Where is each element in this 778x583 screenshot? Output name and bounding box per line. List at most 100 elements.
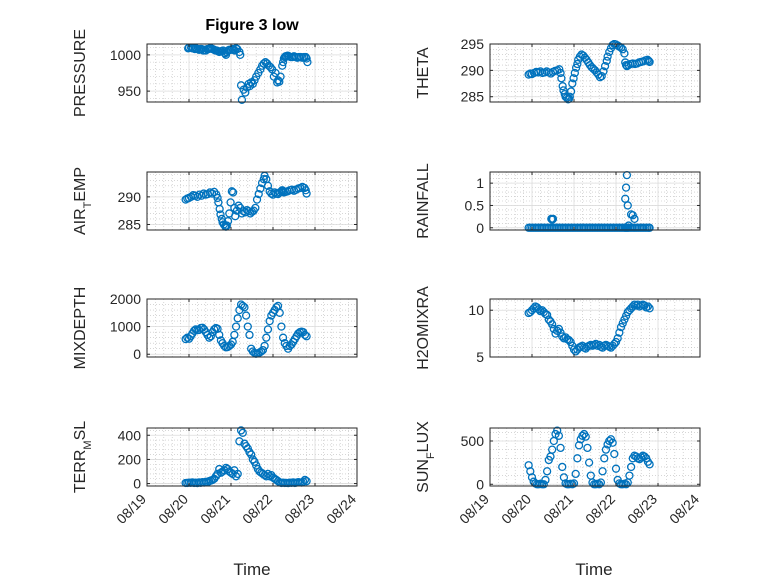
data-point bbox=[299, 477, 308, 486]
data-point bbox=[645, 57, 654, 67]
data-point bbox=[597, 72, 606, 81]
data-point bbox=[599, 67, 608, 76]
data-point bbox=[584, 458, 594, 467]
data-point bbox=[231, 322, 241, 331]
data-point bbox=[578, 431, 587, 440]
y-tick-label: 1 bbox=[476, 175, 484, 191]
ylabel-subscript: T bbox=[82, 201, 94, 208]
data-point bbox=[566, 87, 576, 96]
data-point bbox=[206, 332, 215, 341]
data-point bbox=[215, 330, 224, 340]
data-point bbox=[581, 432, 590, 441]
y-tick-label: 0 bbox=[476, 476, 484, 492]
ylabel-subscript: M bbox=[82, 440, 94, 449]
subplot-theta: 285 290 295 THETA bbox=[415, 36, 701, 105]
data-point bbox=[226, 198, 235, 207]
y-tick-label: 500 bbox=[461, 433, 485, 449]
data-point bbox=[602, 56, 611, 66]
xlabel-right: Time bbox=[575, 560, 612, 579]
data-point bbox=[266, 63, 275, 72]
data-point bbox=[231, 212, 240, 221]
data-point bbox=[558, 82, 567, 91]
data-point bbox=[233, 314, 242, 323]
ylabel-main: AIR bbox=[72, 208, 89, 235]
data-point bbox=[611, 464, 621, 473]
data-point bbox=[624, 221, 633, 230]
ylabel-main: RAINFALL bbox=[415, 163, 432, 239]
data-point bbox=[616, 322, 626, 332]
data-series-theta bbox=[524, 40, 654, 104]
data-point bbox=[566, 337, 575, 347]
data-point bbox=[645, 460, 654, 469]
ylabel-main: TERR bbox=[72, 450, 89, 494]
data-point bbox=[546, 69, 556, 78]
y-tick-label: 2000 bbox=[110, 291, 141, 307]
y-tick-label: 200 bbox=[118, 451, 142, 467]
data-point bbox=[300, 475, 310, 485]
data-point bbox=[302, 189, 311, 198]
ylabel-h2omixra: H2OMIXRA bbox=[415, 286, 432, 370]
data-series-pressure bbox=[184, 43, 312, 104]
data-point bbox=[643, 55, 652, 64]
data-point bbox=[618, 45, 627, 54]
data-point bbox=[613, 334, 622, 343]
data-point bbox=[300, 330, 310, 340]
y-tick-label: 0 bbox=[476, 220, 484, 236]
data-point bbox=[207, 189, 217, 198]
data-point bbox=[260, 341, 269, 351]
data-point bbox=[570, 68, 579, 78]
data-point bbox=[241, 88, 250, 97]
subplot-rainfall: 0 0.5 1 RAINFALL bbox=[415, 163, 701, 239]
data-point bbox=[262, 333, 271, 342]
data-point bbox=[236, 50, 245, 60]
subplot-mixdepth: 0 1000 2000 MIXDEPTH bbox=[72, 287, 358, 369]
subplot-h2omixra: 5 10 H2OMIXRA bbox=[415, 286, 701, 370]
data-point bbox=[241, 311, 251, 320]
data-point bbox=[598, 467, 607, 476]
y-tick-label: 290 bbox=[118, 189, 142, 205]
data-point bbox=[571, 469, 580, 479]
data-point bbox=[276, 72, 285, 81]
data-point bbox=[303, 57, 312, 67]
data-point bbox=[554, 324, 564, 334]
axes-box-air_temp bbox=[146, 171, 358, 231]
data-point bbox=[556, 68, 565, 78]
data-point bbox=[630, 214, 639, 223]
data-point bbox=[251, 203, 260, 213]
data-point bbox=[600, 454, 609, 463]
data-point bbox=[234, 201, 243, 210]
data-point bbox=[536, 67, 545, 76]
data-point bbox=[554, 431, 564, 440]
data-point bbox=[524, 70, 533, 79]
data-point bbox=[302, 54, 311, 63]
data-point bbox=[263, 325, 273, 334]
data-point bbox=[601, 445, 611, 454]
data-point bbox=[539, 480, 548, 489]
y-tick-label: 5 bbox=[476, 349, 484, 365]
ylabel-main: SUN bbox=[415, 459, 432, 493]
data-point bbox=[278, 333, 288, 342]
data-point bbox=[571, 63, 581, 72]
data-point bbox=[568, 79, 577, 88]
data-point bbox=[565, 92, 574, 101]
data-point bbox=[302, 332, 311, 341]
data-point bbox=[573, 59, 582, 69]
data-point bbox=[258, 345, 268, 355]
data-point bbox=[569, 479, 579, 488]
ylabel-suffix: SL bbox=[72, 421, 89, 441]
data-point bbox=[189, 326, 199, 335]
y-tick-label: 290 bbox=[461, 62, 485, 78]
data-series-rainfall bbox=[524, 170, 654, 232]
ylabel-main: H2OMIXRA bbox=[415, 286, 432, 370]
data-point bbox=[215, 204, 224, 214]
data-point bbox=[558, 462, 567, 472]
data-series-h2omixra bbox=[524, 300, 654, 356]
data-point bbox=[569, 345, 579, 354]
data-point bbox=[259, 59, 268, 68]
y-tick-label: 0.5 bbox=[465, 197, 485, 213]
data-point bbox=[193, 192, 202, 202]
y-tick-label: 0 bbox=[133, 346, 141, 362]
data-point bbox=[621, 183, 631, 192]
